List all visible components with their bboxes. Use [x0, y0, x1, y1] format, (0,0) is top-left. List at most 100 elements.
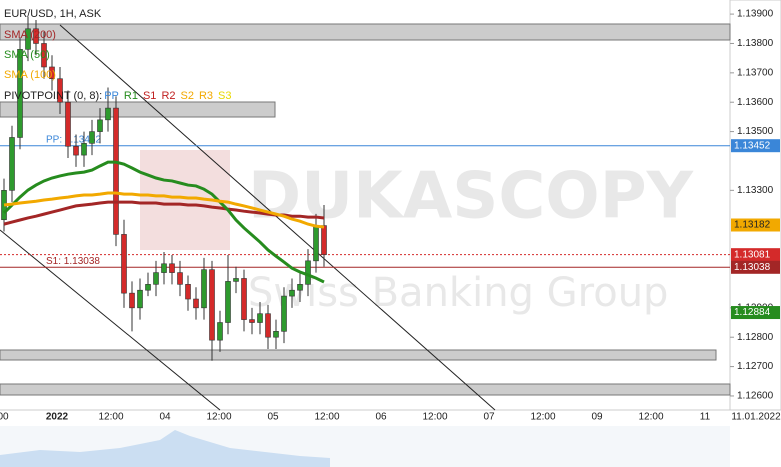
- candle-body: [153, 272, 159, 285]
- pivot-level: S2: [181, 90, 194, 102]
- candle-body: [297, 284, 303, 291]
- x-tick-label: 12:00: [638, 412, 663, 423]
- price-tag-label: 1.12884: [734, 307, 771, 318]
- price-tag: [731, 139, 780, 153]
- x-end-label: 11.01.2022: [731, 412, 781, 423]
- candle-body: [33, 28, 39, 44]
- y-tick-label: 1.13500: [737, 126, 774, 137]
- pivot-level: S3: [218, 90, 231, 102]
- price-tag: [731, 218, 780, 232]
- price-tag: [731, 306, 780, 320]
- pivot-label: S1: 1.13038: [46, 256, 100, 267]
- candle-body: [121, 234, 127, 294]
- candle-body: [321, 225, 327, 255]
- pivot-level: R1: [124, 90, 138, 102]
- pivot-level: R2: [161, 90, 175, 102]
- candle-body: [257, 313, 263, 323]
- candle-body: [145, 284, 151, 291]
- x-tick-label: 12:00: [206, 412, 231, 423]
- x-tick-label: 04: [159, 412, 171, 423]
- pivot-level: S1: [143, 90, 156, 102]
- candle-body: [81, 143, 87, 156]
- x-tick-label: 12:00: [422, 412, 447, 423]
- candle-body: [241, 278, 247, 320]
- candle-body: [73, 145, 79, 156]
- x-tick-label: 07: [483, 412, 495, 423]
- candle-body: [281, 295, 287, 332]
- zone: [0, 23, 731, 41]
- volume-area: [0, 430, 330, 467]
- zone: [0, 349, 717, 361]
- pivot-title: PIVOTPOINT (0, 8):: [4, 90, 102, 102]
- candle-body: [313, 225, 319, 262]
- candle-body: [57, 78, 63, 103]
- price-tag-label: 1.13081: [734, 249, 771, 260]
- y-tick-label: 1.13600: [737, 97, 774, 108]
- x-tick-label: 09: [591, 412, 603, 423]
- legend-item: SMA (50): [4, 49, 50, 61]
- y-tick-label: 1.12700: [737, 361, 774, 372]
- candle-body: [273, 331, 279, 338]
- candle-body: [217, 322, 223, 341]
- candle-body: [185, 284, 191, 300]
- y-tick-label: 1.13800: [737, 38, 774, 49]
- legend-item: SMA (200): [4, 29, 56, 41]
- price-tag-label: 1.13182: [734, 220, 771, 231]
- sma-line: [3, 191, 325, 229]
- pivot-label: PP: 1.13452: [46, 134, 101, 145]
- legend-item: SMA (100): [4, 69, 56, 81]
- x-tick-label: 11: [700, 412, 711, 423]
- legend-pivot: PIVOTPOINT (0, 8): PP R1 S1 R2 S2 R3 S3: [4, 90, 232, 102]
- watermark: DUKASCOPY Swiss Banking Group: [140, 150, 694, 316]
- candle-body: [65, 101, 71, 147]
- candle-body: [49, 66, 55, 80]
- candle-body: [9, 137, 15, 191]
- x-tick-label: 00: [0, 412, 9, 423]
- x-tick-label: 12:00: [530, 412, 555, 423]
- candle-body: [169, 263, 175, 273]
- trend-line: [0, 229, 221, 411]
- x-tick-label: 05: [267, 412, 279, 423]
- candle-body: [249, 319, 255, 323]
- candle-body: [161, 263, 167, 273]
- candle-body: [233, 278, 239, 282]
- candle-body: [17, 49, 23, 138]
- candle-body: [97, 119, 103, 132]
- candle-body: [305, 260, 311, 285]
- candle-body: [177, 272, 183, 285]
- x-tick-label: 2022: [46, 412, 69, 423]
- candle-body: [225, 281, 231, 323]
- candle-body: [265, 313, 271, 338]
- y-tick-label: 1.12600: [737, 391, 774, 402]
- x-tick-label: 12:00: [98, 412, 123, 423]
- y-tick-label: 1.13700: [737, 67, 774, 78]
- candle-body: [113, 107, 119, 235]
- trend-line: [59, 24, 496, 411]
- candle-body: [193, 298, 199, 309]
- watermark-text: DUKASCOPY: [248, 160, 694, 234]
- candle-body: [25, 28, 31, 50]
- sma-line: [2, 160, 325, 284]
- zone: [0, 101, 276, 118]
- y-tick-label: 1.12800: [737, 332, 774, 343]
- candle-body: [89, 131, 95, 144]
- candle-body: [209, 269, 215, 341]
- candle-body: [41, 43, 47, 68]
- trend-lines: [0, 24, 496, 411]
- pivot-level: R3: [199, 90, 213, 102]
- price-tag-label: 1.13038: [734, 262, 771, 273]
- candle-body: [137, 289, 143, 309]
- legend-title: EUR/USD, 1H, ASK: [4, 8, 102, 20]
- x-tick-label: 06: [375, 412, 387, 423]
- zone: [0, 383, 731, 396]
- price-axis: [729, 0, 781, 411]
- price-tag: [731, 260, 780, 274]
- pivot-level: PP: [104, 90, 119, 102]
- candle-body: [201, 269, 207, 309]
- y-tick-label: 1.13300: [737, 185, 774, 196]
- y-tick-label: 1.13900: [737, 9, 774, 20]
- candle-body: [129, 292, 135, 309]
- sma-line: [3, 200, 325, 226]
